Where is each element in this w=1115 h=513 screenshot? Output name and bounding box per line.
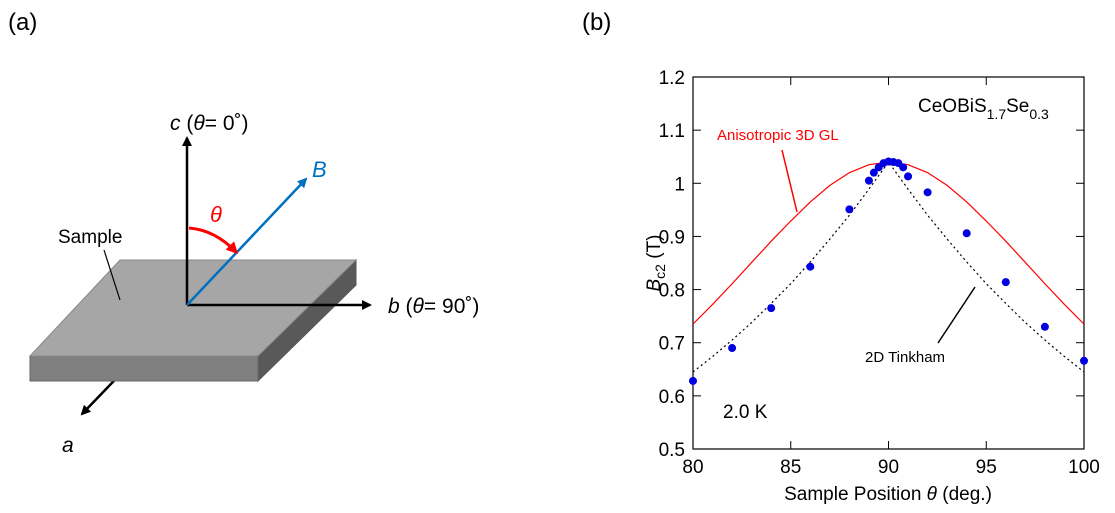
data-point	[899, 163, 908, 172]
data-point	[1080, 356, 1088, 365]
x-tick-label: 90	[878, 457, 899, 478]
sample-label: Sample	[58, 227, 122, 248]
slab-front	[29, 355, 259, 382]
label-part: (	[181, 112, 194, 135]
angle-arc	[188, 226, 239, 255]
x-axis-label: Sample Position θ (deg.)	[784, 484, 992, 505]
label-part: (	[400, 295, 413, 318]
label-part: = 0˚)	[205, 112, 249, 135]
label-part: 1.7	[987, 106, 1007, 122]
compound-label: CeOBiS1.7Se0.3	[918, 96, 1049, 122]
curve-label: Anisotropic 3D GL	[717, 127, 839, 144]
data-point	[869, 168, 878, 177]
a-axis-label: a	[62, 434, 74, 457]
x-tick-label: 80	[682, 457, 703, 478]
label-part: b	[388, 295, 400, 318]
label-leader	[781, 149, 798, 213]
c-axis-label: c (θ= 0˚)	[170, 112, 249, 135]
y-tick-label: 1.1	[659, 121, 685, 142]
data-point	[806, 262, 815, 271]
data-point	[864, 176, 873, 185]
label-part: θ	[413, 295, 425, 318]
panel-label: (a)	[8, 9, 37, 36]
y-tick-label: 0.7	[659, 334, 685, 355]
data-point	[845, 205, 854, 214]
label-part: c2	[652, 264, 668, 279]
label-part: Se	[1006, 96, 1029, 117]
curve-label: 2D Tinkham	[865, 349, 945, 366]
temperature-label: 2.0 K	[723, 402, 768, 423]
y-tick-label: 1	[674, 174, 685, 195]
data-point	[728, 344, 737, 353]
y-tick-label: 1.2	[659, 68, 685, 89]
data-point	[904, 172, 913, 181]
field-label: B	[312, 157, 327, 182]
y-tick-label: 0.9	[659, 227, 685, 248]
label-leader	[937, 286, 976, 344]
label-part: B	[644, 279, 665, 292]
label-part: θ	[193, 112, 205, 135]
x-tick-label: 100	[1068, 457, 1100, 478]
x-tick-label: 95	[976, 457, 997, 478]
curve	[692, 161, 1085, 373]
label-part: (T)	[644, 234, 665, 264]
data-point	[767, 304, 776, 313]
slab-top	[28, 259, 358, 357]
label-part: Sample Position	[784, 484, 927, 505]
data-point	[1040, 322, 1049, 331]
label-part: CeOBiS	[918, 96, 987, 117]
data-point	[1001, 278, 1010, 287]
field-arrow	[186, 177, 308, 306]
label-part: (deg.)	[937, 484, 992, 505]
y-tick-label: 0.5	[659, 440, 685, 461]
data-point	[923, 188, 932, 197]
data-point	[689, 376, 697, 385]
sample-leader	[103, 249, 121, 301]
label-part: θ	[927, 484, 938, 505]
data-point	[962, 229, 971, 238]
y-tick-label: 0.8	[659, 281, 685, 302]
label-part: = 90˚)	[424, 295, 479, 318]
y-tick-label: 0.6	[659, 387, 685, 408]
x-tick-label: 85	[780, 457, 801, 478]
curve	[692, 161, 1085, 325]
angle-label: θ	[210, 202, 222, 227]
panel-label: (b)	[582, 9, 611, 36]
b-axis-label: b (θ= 90˚)	[388, 295, 479, 318]
label-part: 0.3	[1029, 106, 1049, 122]
y-axis-label: Bc2 (T)	[644, 234, 668, 291]
label-part: c	[170, 112, 181, 135]
